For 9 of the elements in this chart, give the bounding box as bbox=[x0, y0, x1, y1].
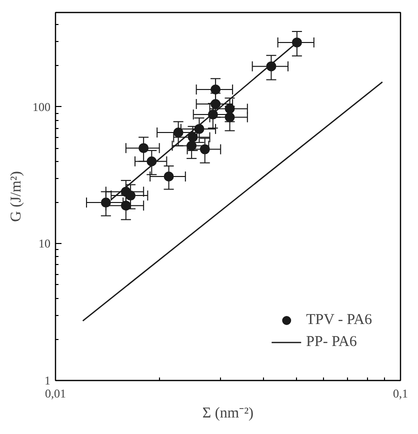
x-tick-label: 0,01 bbox=[45, 386, 66, 400]
x-axis-title: Σ (nm⁻²) bbox=[202, 406, 254, 422]
y-tick-label: 1 bbox=[44, 374, 50, 388]
legend-label: PP- PA6 bbox=[306, 334, 357, 350]
x-tick-label: 0,1 bbox=[393, 386, 408, 400]
y-tick-label: 100 bbox=[32, 100, 50, 114]
y-axis-title: G (J/m²) bbox=[8, 171, 24, 222]
legend-label: TPV - PA6 bbox=[306, 312, 372, 328]
y-tick-label: 10 bbox=[38, 236, 50, 251]
